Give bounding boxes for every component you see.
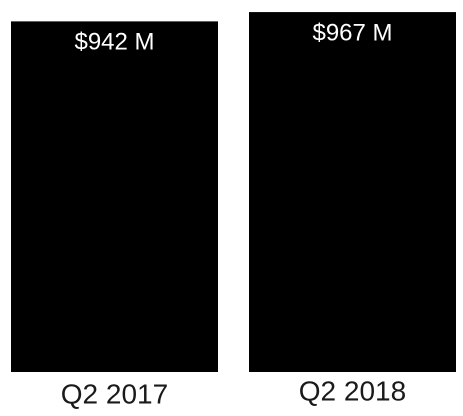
category-label-2: Q2 2018 [299,375,406,406]
bar-value-label-1: $942 M [74,29,154,56]
bar-value-label-2: $967 M [312,19,392,46]
bar-2 [249,12,456,372]
category-label-1: Q2 2017 [61,378,168,409]
bar-1 [11,21,218,372]
